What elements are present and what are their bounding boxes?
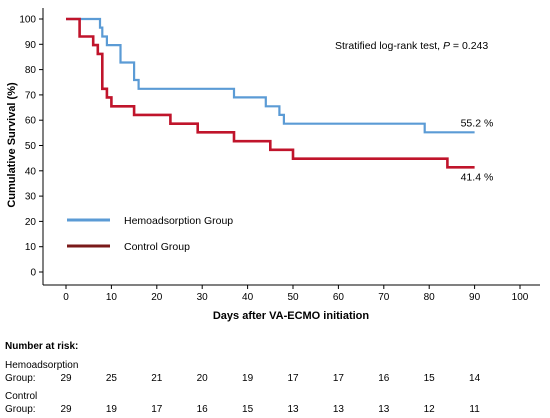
y-axis-label: Cumulative Survival (%)	[6, 82, 18, 208]
risk-count: 16	[197, 404, 209, 415]
risk-count: 19	[242, 373, 254, 384]
risk-count: 20	[197, 373, 209, 384]
log-rank-prefix: Stratified log-rank test,	[335, 40, 443, 52]
y-tick-label: 50	[25, 141, 37, 152]
y-tick-label: 80	[25, 65, 37, 76]
x-tick-label: 80	[424, 292, 436, 303]
risk-count: 13	[378, 404, 390, 415]
risk-count: 16	[378, 373, 390, 384]
x-tick-label: 90	[469, 292, 481, 303]
chart-labels: 55.2 % 41.4 %	[461, 117, 494, 183]
risk-count: 12	[424, 404, 436, 415]
legend: Hemoadsorption Group Control Group	[67, 215, 233, 253]
y-tick-label: 10	[25, 242, 37, 253]
y-tick-label: 90	[25, 40, 37, 51]
y-tick-label: 70	[25, 90, 37, 101]
risk-count: 29	[60, 373, 72, 384]
risk-count: 13	[287, 404, 299, 415]
legend-label-hemoadsorption: Hemoadsorption Group	[124, 215, 233, 227]
risk-count: 15	[424, 373, 436, 384]
legend-label-control: Control Group	[124, 241, 190, 253]
x-tick-label: 10	[106, 292, 118, 303]
x-tick-label: 30	[197, 292, 209, 303]
risk-count: 15	[242, 404, 254, 415]
y-tick-label: 20	[25, 217, 37, 228]
risk-count: 29	[60, 404, 72, 415]
x-tick-label: 60	[333, 292, 345, 303]
y-tick-label: 40	[25, 166, 37, 177]
y-tick-label: 60	[25, 116, 37, 127]
x-tick-label: 100	[512, 292, 529, 303]
end-label-control: 41.4 %	[461, 171, 494, 183]
x-tick-label: 20	[151, 292, 163, 303]
chart-ticks: 0 10 20 30 40 50 60 70 80 90 100 0 10 20 30 40 50 60 70 80 9…	[19, 15, 528, 304]
risk-count: 17	[333, 373, 345, 384]
risk-count: 25	[106, 373, 118, 384]
risk-count: 21	[151, 373, 163, 384]
x-tick-label: 50	[287, 292, 299, 303]
y-tick-label: 0	[30, 268, 36, 279]
chart-axes	[42, 8, 540, 286]
x-tick-label: 0	[63, 292, 69, 303]
y-tick-label: 100	[19, 15, 36, 26]
y-tick-label: 30	[25, 192, 37, 203]
log-rank-p-value: = 0.243	[450, 40, 488, 52]
risk-row-label-control-line2: Group:	[5, 404, 36, 415]
risk-count: 17	[287, 373, 299, 384]
log-rank-annotation: Stratified log-rank test, P = 0.243	[335, 40, 488, 52]
survival-curve-hemoadsorption	[66, 17, 475, 134]
x-axis-label: Days after VA-ECMO initiation	[213, 310, 370, 322]
risk-row-label-control-line1: Control	[5, 391, 37, 402]
end-label-hemoadsorption: 55.2 %	[461, 117, 494, 129]
log-rank-p-label: P	[443, 40, 450, 52]
risk-counts: 29 25 21 20 19 17 17 16 15 14 29 19 17 16 15 13 13 13 12 11	[60, 373, 480, 415]
risk-table: Number at risk: Hemoadsorption Group: Co…	[5, 341, 481, 415]
x-tick-label: 40	[242, 292, 254, 303]
risk-count: 13	[333, 404, 345, 415]
risk-table-title: Number at risk:	[5, 341, 78, 352]
risk-row-label-hemoadsorption-line2: Group:	[5, 373, 36, 384]
risk-count: 19	[106, 404, 118, 415]
risk-count: 14	[469, 373, 481, 384]
survival-curves	[66, 17, 475, 169]
risk-count: 11	[469, 404, 480, 415]
x-tick-label: 70	[378, 292, 390, 303]
risk-count: 17	[151, 404, 163, 415]
survival-curve-control	[66, 17, 475, 169]
risk-row-label-hemoadsorption-line1: Hemoadsorption	[5, 360, 78, 371]
